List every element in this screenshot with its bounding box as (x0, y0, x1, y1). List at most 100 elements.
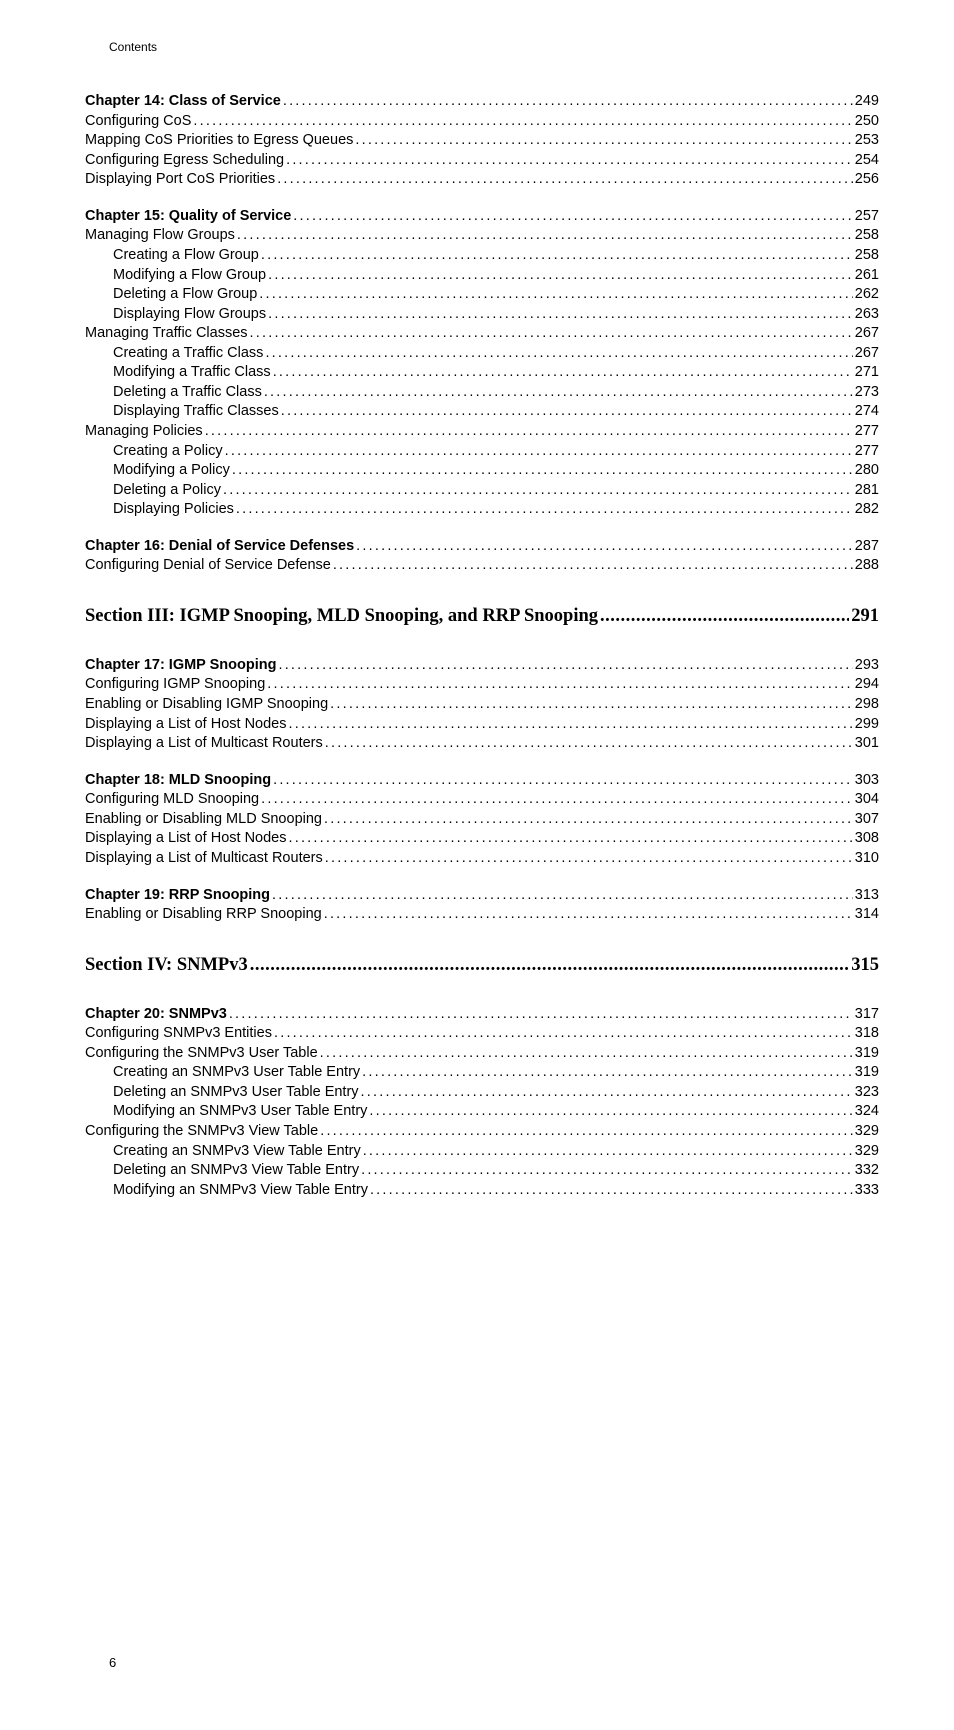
toc-entry[interactable]: Managing Traffic Classes ...............… (85, 324, 879, 344)
toc-entry[interactable]: Configuring Denial of Service Defense ..… (85, 556, 879, 576)
toc-entry[interactable]: Displaying a List of Multicast Routers .… (85, 734, 879, 754)
toc-leader-dots: ........................................… (320, 1122, 853, 1142)
toc-leader-dots: ........................................… (362, 1063, 853, 1083)
toc-entry-page: 318 (853, 1024, 879, 1044)
toc-leader-dots: ........................................… (236, 500, 853, 520)
toc-entry-label: Section IV: SNMPv3 (85, 953, 250, 978)
toc-entry-page: 301 (853, 734, 879, 754)
toc-leader-dots: ........................................… (361, 1083, 853, 1103)
toc-entry-page: 256 (853, 170, 879, 190)
toc-entry[interactable]: Creating a Flow Group ..................… (85, 246, 879, 266)
toc-leader-dots: ........................................… (193, 112, 852, 132)
toc-entry[interactable]: Displaying Policies ....................… (85, 500, 879, 520)
toc-entry[interactable]: Creating an SNMPv3 View Table Entry ....… (85, 1142, 879, 1162)
toc-entry[interactable]: Section III: IGMP Snooping, MLD Snooping… (85, 604, 879, 629)
toc-entry[interactable]: Configuring IGMP Snooping ..............… (85, 675, 879, 695)
toc-leader-dots: ........................................… (281, 402, 853, 422)
toc-entry[interactable]: Enabling or Disabling IGMP Snooping ....… (85, 695, 879, 715)
toc-chapter-group: Chapter 19: RRP Snooping ...............… (85, 886, 879, 925)
toc-entry[interactable]: Configuring the SNMPv3 User Table ......… (85, 1044, 879, 1064)
toc-entry[interactable]: Displaying a List of Host Nodes ........… (85, 715, 879, 735)
toc-entry[interactable]: Managing Policies ......................… (85, 422, 879, 442)
toc-entry-label: Deleting a Policy (85, 481, 223, 501)
toc-entry[interactable]: Deleting a Policy ......................… (85, 481, 879, 501)
toc-chapter-group: Chapter 18: MLD Snooping ...............… (85, 771, 879, 869)
toc-entry[interactable]: Modifying a Flow Group .................… (85, 266, 879, 286)
toc-entry-label: Displaying Flow Groups (85, 305, 268, 325)
toc-entry-page: 294 (853, 675, 879, 695)
toc-entry[interactable]: Deleting a Flow Group ..................… (85, 285, 879, 305)
toc-entry[interactable]: Configuring Egress Scheduling ..........… (85, 151, 879, 171)
toc-leader-dots: ........................................… (250, 324, 853, 344)
toc-leader-dots: ........................................… (320, 1044, 853, 1064)
toc-entry[interactable]: Mapping CoS Priorities to Egress Queues … (85, 131, 879, 151)
toc-entry[interactable]: Displaying Flow Groups .................… (85, 305, 879, 325)
toc-entry[interactable]: Deleting a Traffic Class ...............… (85, 383, 879, 403)
toc-entry-label: Managing Traffic Classes (85, 324, 250, 344)
toc-entry-label: Enabling or Disabling RRP Snooping (85, 905, 324, 925)
toc-entry-label: Section III: IGMP Snooping, MLD Snooping… (85, 604, 600, 629)
toc-entry-page: 324 (853, 1102, 879, 1122)
toc-entry-page: 280 (853, 461, 879, 481)
toc-entry[interactable]: Modifying a Traffic Class ..............… (85, 363, 879, 383)
toc-entry-label: Enabling or Disabling IGMP Snooping (85, 695, 330, 715)
toc-entry[interactable]: Section IV: SNMPv3 .....................… (85, 953, 879, 978)
toc-entry[interactable]: Displaying a List of Multicast Routers .… (85, 849, 879, 869)
toc-entry[interactable]: Chapter 14: Class of Service ...........… (85, 92, 879, 112)
toc-entry[interactable]: Creating a Traffic Class ...............… (85, 344, 879, 364)
toc-leader-dots: ........................................… (274, 1024, 853, 1044)
toc-entry-label: Configuring SNMPv3 Entities (85, 1024, 274, 1044)
toc-entry[interactable]: Creating an SNMPv3 User Table Entry ....… (85, 1063, 879, 1083)
toc-entry-label: Displaying a List of Host Nodes (85, 715, 289, 735)
toc-entry-label: Chapter 19: RRP Snooping (85, 886, 272, 906)
toc-entry[interactable]: Chapter 16: Denial of Service Defenses .… (85, 537, 879, 557)
toc-leader-dots: ........................................… (356, 537, 853, 557)
toc-entry[interactable]: Configuring MLD Snooping ...............… (85, 790, 879, 810)
toc-entry-page: 304 (853, 790, 879, 810)
toc-entry[interactable]: Enabling or Disabling RRP Snooping .....… (85, 905, 879, 925)
toc-entry-page: 329 (853, 1122, 879, 1142)
toc-entry[interactable]: Modifying an SNMPv3 User Table Entry ...… (85, 1102, 879, 1122)
toc-entry[interactable]: Displaying a List of Host Nodes ........… (85, 829, 879, 849)
toc-entry[interactable]: Modifying an SNMPv3 View Table Entry ...… (85, 1181, 879, 1201)
toc-entry-page: 287 (853, 537, 879, 557)
toc-entry[interactable]: Configuring CoS ........................… (85, 112, 879, 132)
page-content: Contents Chapter 14: Class of Service ..… (0, 0, 954, 1730)
toc-entry-label: Displaying a List of Multicast Routers (85, 849, 325, 869)
toc-entry[interactable]: Configuring SNMPv3 Entities ............… (85, 1024, 879, 1044)
toc-entry[interactable]: Displaying Port CoS Priorities .........… (85, 170, 879, 190)
toc-entry[interactable]: Chapter 19: RRP Snooping ...............… (85, 886, 879, 906)
toc-entry[interactable]: Enabling or Disabling MLD Snooping .....… (85, 810, 879, 830)
toc-entry[interactable]: Configuring the SNMPv3 View Table ......… (85, 1122, 879, 1142)
toc-entry-label: Displaying Port CoS Priorities (85, 170, 277, 190)
toc-entry[interactable]: Chapter 15: Quality of Service .........… (85, 207, 879, 227)
toc-entry-page: 315 (849, 953, 879, 978)
toc-entry-label: Creating an SNMPv3 View Table Entry (85, 1142, 363, 1162)
toc-entry[interactable]: Modifying a Policy .....................… (85, 461, 879, 481)
toc-entry-label: Creating a Policy (85, 442, 225, 462)
page-footer-number: 6 (109, 1655, 879, 1670)
toc-entry-page: 282 (853, 500, 879, 520)
toc-entry[interactable]: Managing Flow Groups ...................… (85, 226, 879, 246)
toc-entry-label: Displaying Policies (85, 500, 236, 520)
toc-entry-label: Configuring Denial of Service Defense (85, 556, 333, 576)
toc-entry-label: Managing Policies (85, 422, 205, 442)
toc-entry[interactable]: Creating a Policy ......................… (85, 442, 879, 462)
toc-entry[interactable]: Deleting an SNMPv3 User Table Entry ....… (85, 1083, 879, 1103)
toc-entry[interactable]: Chapter 18: MLD Snooping ...............… (85, 771, 879, 791)
toc-leader-dots: ........................................… (283, 92, 853, 112)
toc-entry-page: 258 (853, 226, 879, 246)
toc-entry-page: 291 (849, 604, 879, 629)
toc-leader-dots: ........................................… (600, 604, 849, 629)
toc-entry[interactable]: Chapter 20: SNMPv3 .....................… (85, 1005, 879, 1025)
toc-leader-dots: ........................................… (229, 1005, 853, 1025)
toc-entry-label: Deleting an SNMPv3 View Table Entry (85, 1161, 361, 1181)
toc-entry[interactable]: Chapter 17: IGMP Snooping ..............… (85, 656, 879, 676)
toc-entry-page: 249 (853, 92, 879, 112)
toc-entry[interactable]: Displaying Traffic Classes .............… (85, 402, 879, 422)
toc-leader-dots: ........................................… (293, 207, 853, 227)
toc-entry-page: 258 (853, 246, 879, 266)
toc-entry[interactable]: Deleting an SNMPv3 View Table Entry ....… (85, 1161, 879, 1181)
toc-leader-dots: ........................................… (325, 734, 853, 754)
toc-entry-page: 310 (853, 849, 879, 869)
